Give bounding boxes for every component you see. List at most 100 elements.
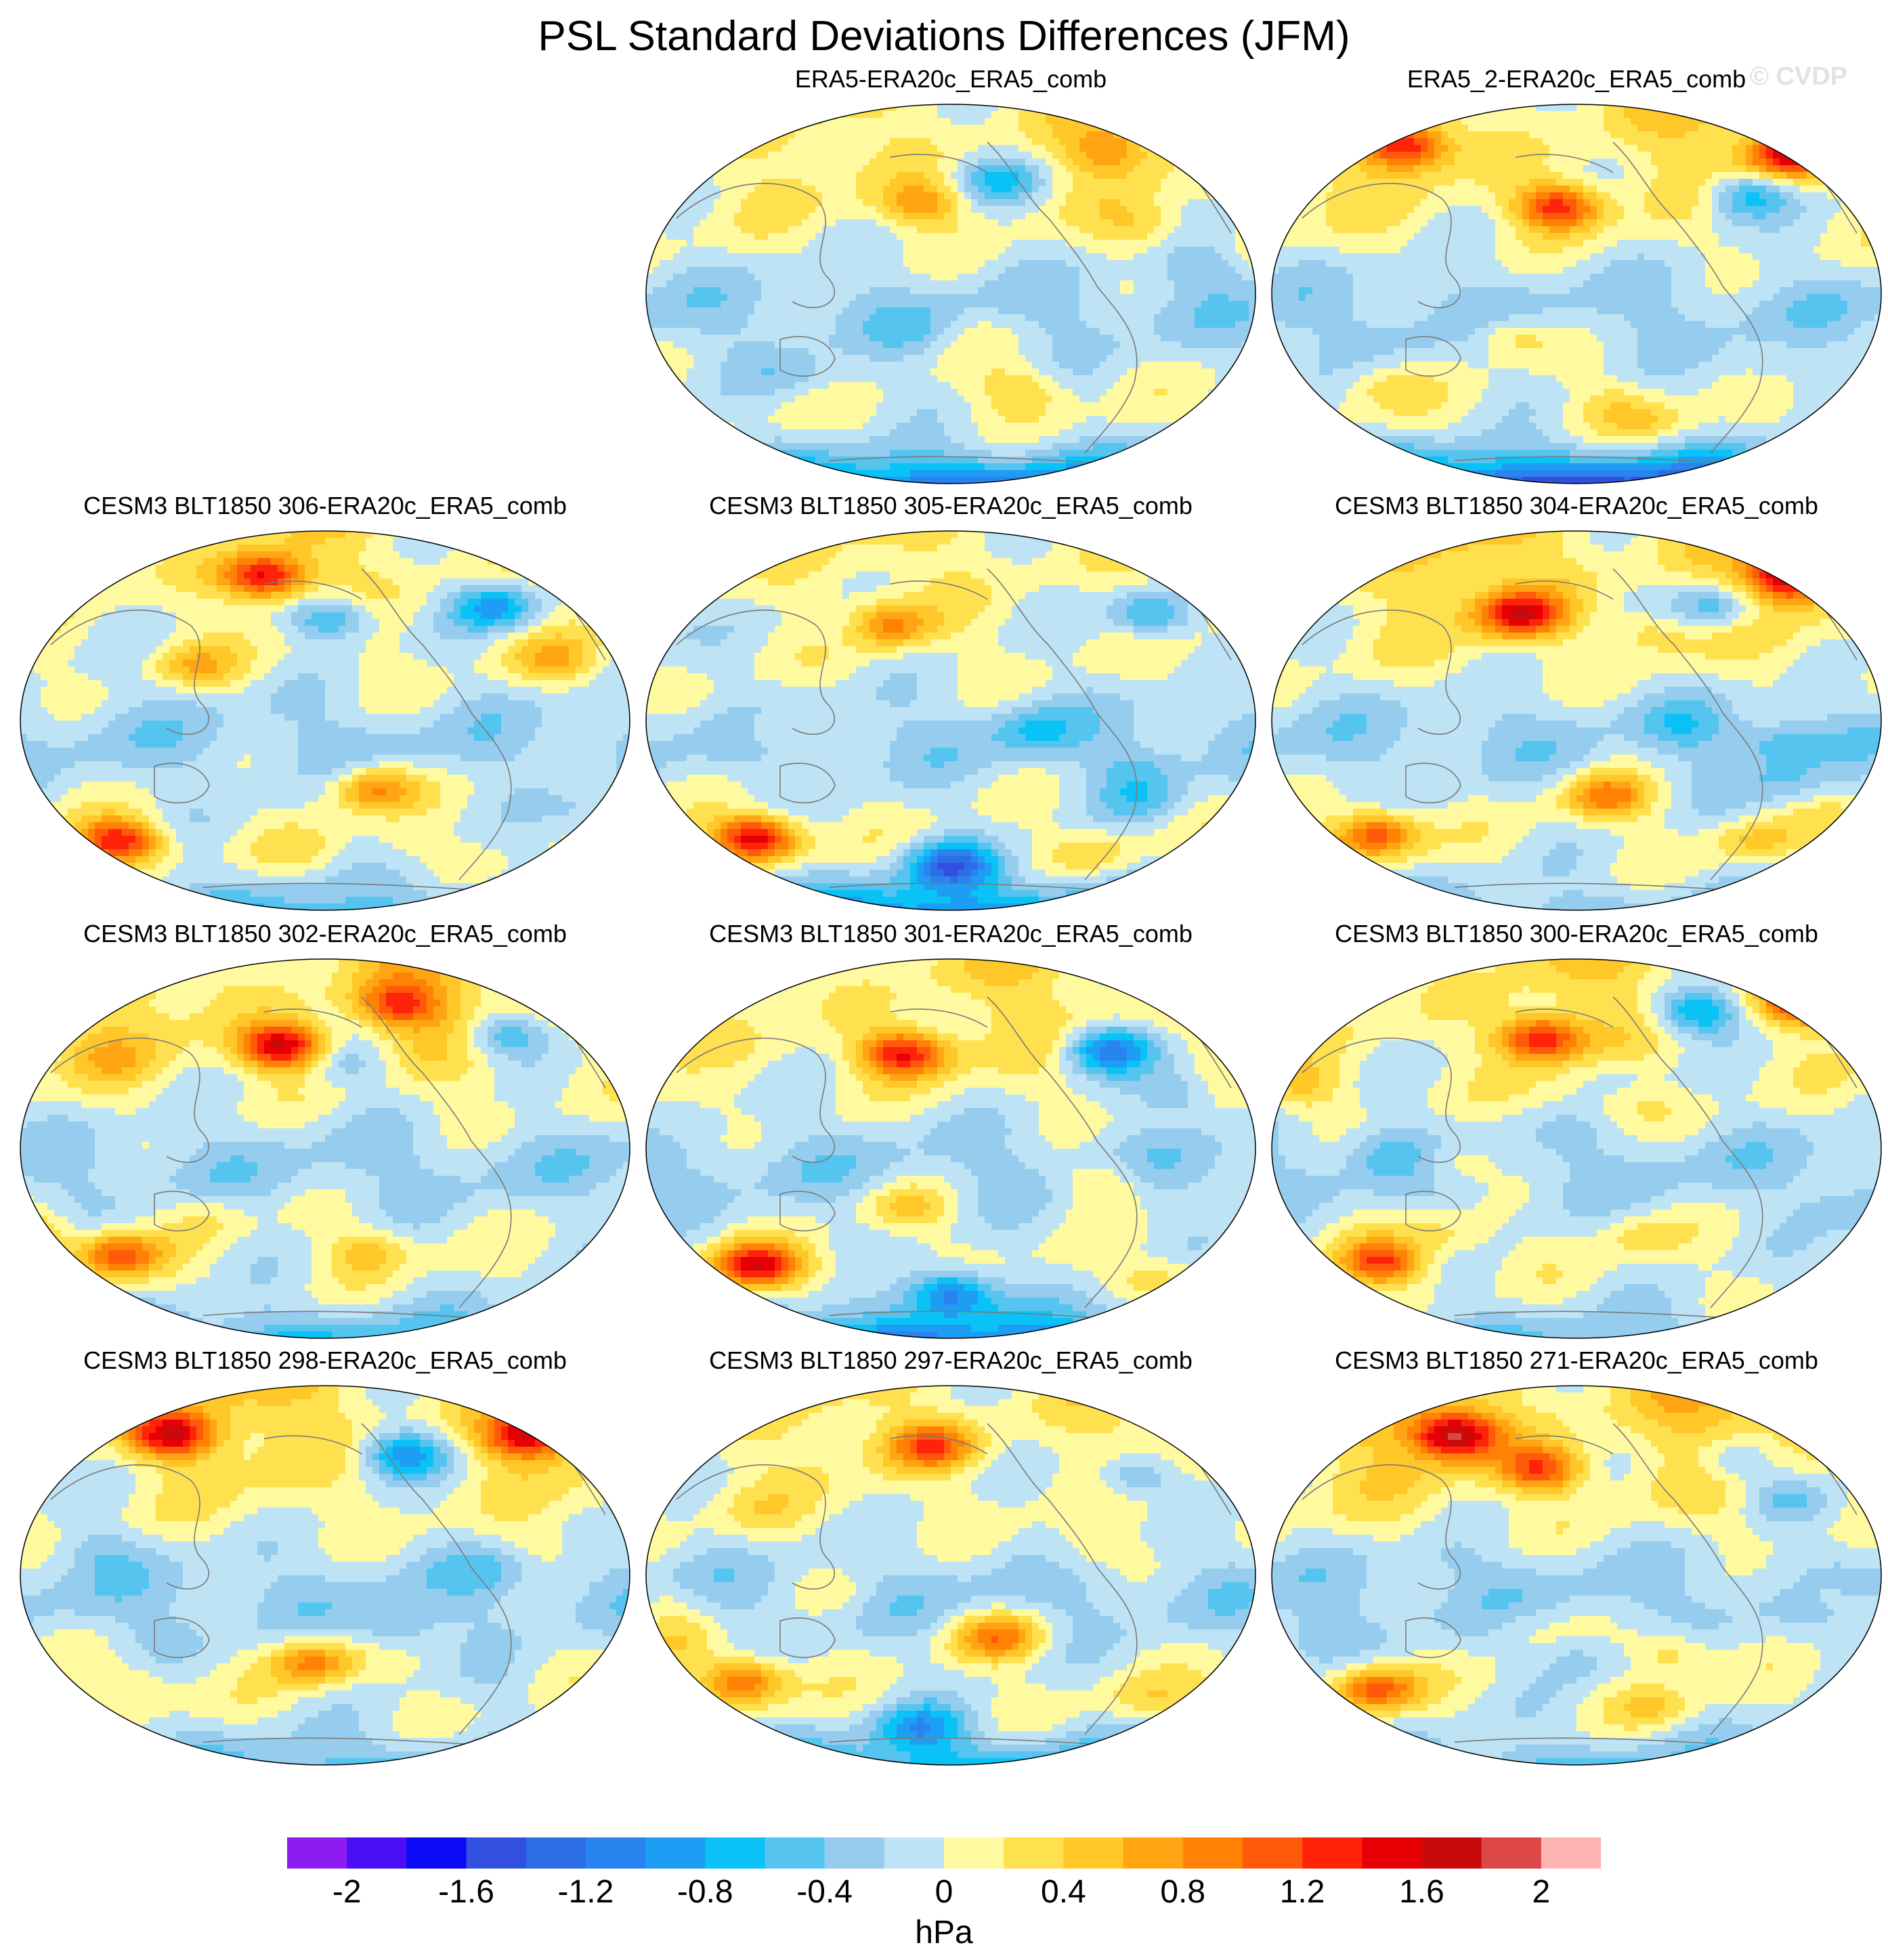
map-cell [842, 206, 850, 213]
map-cell [1147, 456, 1155, 464]
map-cell [1052, 301, 1060, 308]
map-cell [937, 165, 945, 173]
map-cell [1113, 253, 1121, 261]
map-cell [809, 213, 816, 220]
map-cell [673, 233, 681, 240]
map-cell [1046, 362, 1053, 369]
map-cell [1025, 199, 1033, 207]
map-cell [700, 158, 708, 166]
map-cell [1167, 301, 1175, 308]
map-cell [1120, 179, 1128, 186]
map-cell [978, 158, 985, 166]
map-cell [897, 172, 904, 179]
map-cell [1140, 341, 1148, 349]
map-cell [890, 172, 897, 179]
map-cell [1208, 104, 1216, 112]
map-cell [1059, 274, 1067, 281]
map-cell [1228, 226, 1236, 234]
map-cell [964, 335, 972, 342]
map-cell [815, 125, 823, 132]
map-cell [1215, 307, 1222, 315]
map-cell [1113, 368, 1121, 376]
map-cell [802, 429, 809, 437]
map-cell [775, 274, 782, 281]
map-cell [1107, 416, 1114, 423]
map-cell [646, 145, 653, 152]
map-cell [1059, 368, 1067, 376]
map-cell [1100, 280, 1107, 288]
map-cell [1127, 274, 1134, 281]
map-cell [1073, 402, 1080, 410]
map-cell [1222, 301, 1229, 308]
map-cell [985, 253, 992, 261]
map-cell [863, 294, 870, 301]
map-cell [903, 423, 911, 430]
map-cell [1093, 260, 1100, 268]
map-cell [829, 443, 836, 450]
map-cell [964, 199, 972, 207]
map-cell [1235, 307, 1243, 315]
map-cell [1249, 118, 1256, 125]
map-cell [1188, 335, 1195, 342]
map-cell [998, 233, 1006, 240]
map-cell [1018, 280, 1026, 288]
map-cell [1012, 382, 1019, 389]
map-cell [842, 138, 850, 146]
map-cell [829, 368, 836, 376]
map-cell [748, 341, 755, 349]
map-cell [687, 436, 694, 444]
map-cell [978, 186, 985, 193]
map-cell [1012, 145, 1019, 152]
map-cell [1215, 158, 1222, 166]
map-cell [917, 429, 924, 437]
map-cell [795, 165, 802, 173]
map-cell [1201, 382, 1209, 389]
map-cell [1134, 470, 1141, 477]
map-cell [842, 199, 850, 207]
map-cell [687, 362, 694, 369]
map-cell [876, 375, 884, 383]
map-cell [1025, 375, 1033, 383]
map-cell [883, 253, 891, 261]
map-cell [924, 382, 931, 389]
map-cell [788, 423, 796, 430]
map-cell [1242, 192, 1249, 200]
map-cell [863, 274, 870, 281]
map-cell [937, 172, 945, 179]
map-cell [1215, 280, 1222, 288]
map-cell [1181, 402, 1188, 410]
map-cell [1086, 341, 1094, 349]
map-cell [822, 470, 830, 477]
map-cell [930, 145, 938, 152]
map-cell [714, 396, 721, 403]
map-cell [1215, 463, 1222, 471]
map-cell [815, 226, 823, 234]
map-cell [680, 280, 687, 288]
map-cell [673, 213, 681, 220]
map-cell [1005, 389, 1012, 396]
map-cell [883, 219, 891, 227]
map-cell [1161, 409, 1168, 417]
map-cell [1222, 362, 1229, 369]
map-cell [1201, 152, 1209, 159]
map-cell [829, 240, 836, 247]
map-cell [842, 429, 850, 437]
map-cell [856, 179, 863, 186]
map-cell [863, 382, 870, 389]
map-cell [1167, 287, 1175, 295]
map-cell [1181, 436, 1188, 444]
map-cell [802, 307, 809, 315]
map-cell [998, 443, 1006, 450]
map-cell [829, 253, 836, 261]
map-cell [741, 104, 748, 112]
map-cell [1147, 389, 1155, 396]
map-cell [1134, 450, 1141, 457]
map-cell [978, 307, 985, 315]
map-cell [1025, 301, 1033, 308]
map-cell [849, 267, 857, 274]
map-cell [1018, 470, 1026, 477]
map-cell [910, 260, 918, 268]
map-cell [910, 335, 918, 342]
map-cell [1018, 226, 1026, 234]
map-cell [883, 138, 891, 146]
